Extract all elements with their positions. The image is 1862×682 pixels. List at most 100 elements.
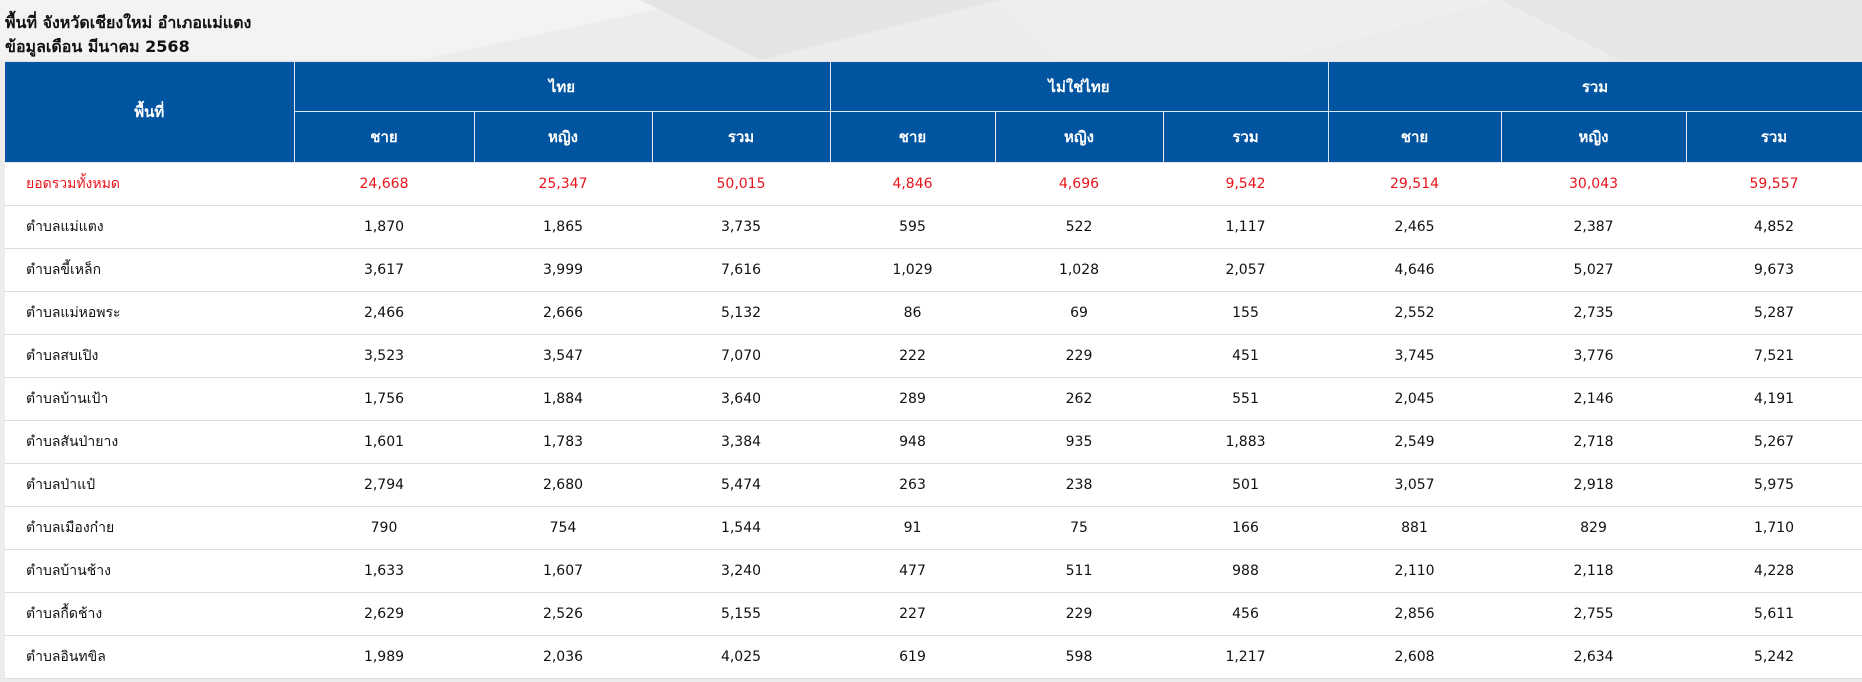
- cell-thai-total: 3,735: [652, 205, 830, 249]
- cell-all-total: 4,191: [1686, 377, 1862, 421]
- cell-thai-male: 3,523: [294, 334, 474, 378]
- table-row: ตำบลแม่แตง 1,870 1,865 3,735 595 522 1,1…: [5, 205, 1862, 249]
- cell-thai-total: 5,132: [652, 291, 830, 335]
- cell-all-male: 2,608: [1328, 635, 1502, 679]
- table-row: ตำบลขี้เหล็ก 3,617 3,999 7,616 1,029 1,0…: [5, 248, 1862, 292]
- cell-nonthai-total: 1,883: [1163, 420, 1329, 464]
- cell-thai-female: 2,680: [474, 463, 652, 507]
- cell-thai-total: 7,616: [652, 248, 830, 292]
- cell-all-male: 881: [1328, 506, 1502, 550]
- cell-thai-total: 3,240: [652, 549, 830, 593]
- page-heading: พื้นที่ จังหวัดเชียงใหม่ อำเภอแม่แตง ข้อ…: [0, 0, 1862, 56]
- cell-all-female: 2,387: [1501, 205, 1687, 249]
- sub-header-all-female: หญิง: [1500, 111, 1687, 163]
- cell-thai-male: 1,870: [294, 205, 474, 249]
- cell-thai-male: 24,668: [294, 162, 474, 206]
- sub-header-nonthai-male: ชาย: [829, 111, 996, 163]
- cell-thai-male: 3,617: [294, 248, 474, 292]
- cell-all-male: 3,745: [1328, 334, 1502, 378]
- cell-all-female: 2,118: [1501, 549, 1687, 593]
- sub-header-all-male: ชาย: [1327, 111, 1502, 163]
- cell-nonthai-male: 477: [830, 549, 995, 593]
- cell-nonthai-total: 9,542: [1163, 162, 1329, 206]
- sub-header-nonthai-female: หญิง: [994, 111, 1164, 163]
- cell-all-female: 5,027: [1501, 248, 1687, 292]
- row-area-name: ตำบลบ้านช้าง: [5, 549, 294, 593]
- cell-nonthai-total: 2,057: [1163, 248, 1329, 292]
- cell-nonthai-female: 4,696: [995, 162, 1163, 206]
- cell-all-total: 9,673: [1686, 248, 1862, 292]
- cell-all-total: 5,242: [1686, 635, 1862, 679]
- heading-location: พื้นที่ จังหวัดเชียงใหม่ อำเภอแม่แตง: [5, 13, 252, 32]
- cell-nonthai-female: 238: [995, 463, 1163, 507]
- cell-all-female: 2,918: [1501, 463, 1687, 507]
- cell-nonthai-total: 166: [1163, 506, 1329, 550]
- cell-all-total: 5,611: [1686, 592, 1862, 636]
- cell-thai-female: 1,783: [474, 420, 652, 464]
- row-area-name: ตำบลสบเปิง: [5, 334, 294, 378]
- group-header-thai: ไทย: [293, 61, 831, 112]
- row-area-name: ตำบลขี้เหล็ก: [5, 248, 294, 292]
- cell-all-female: 2,634: [1501, 635, 1687, 679]
- cell-nonthai-total: 451: [1163, 334, 1329, 378]
- sub-header-all-total: รวม: [1685, 111, 1862, 163]
- cell-all-male: 2,856: [1328, 592, 1502, 636]
- cell-thai-total: 3,384: [652, 420, 830, 464]
- cell-nonthai-total: 456: [1163, 592, 1329, 636]
- table-row: ตำบลป่าแป๋ 2,794 2,680 5,474 263 238 501…: [5, 463, 1862, 507]
- cell-thai-male: 1,989: [294, 635, 474, 679]
- cell-all-female: 829: [1501, 506, 1687, 550]
- cell-thai-male: 2,629: [294, 592, 474, 636]
- heading-period: ข้อมูลเดือน มีนาคม 2568: [5, 37, 190, 56]
- cell-thai-female: 25,347: [474, 162, 652, 206]
- cell-thai-female: 1,607: [474, 549, 652, 593]
- cell-thai-total: 5,155: [652, 592, 830, 636]
- cell-thai-female: 2,526: [474, 592, 652, 636]
- cell-thai-female: 1,884: [474, 377, 652, 421]
- row-area-name: ตำบลเมืองก๋าย: [5, 506, 294, 550]
- cell-nonthai-total: 501: [1163, 463, 1329, 507]
- cell-all-female: 2,735: [1501, 291, 1687, 335]
- cell-all-total: 5,267: [1686, 420, 1862, 464]
- cell-all-female: 30,043: [1501, 162, 1687, 206]
- cell-nonthai-male: 4,846: [830, 162, 995, 206]
- cell-all-total: 5,975: [1686, 463, 1862, 507]
- cell-nonthai-total: 551: [1163, 377, 1329, 421]
- table-row: ตำบลกื้ดช้าง 2,629 2,526 5,155 227 229 4…: [5, 592, 1862, 636]
- row-area-name: ตำบลแม่หอพระ: [5, 291, 294, 335]
- cell-all-total: 4,852: [1686, 205, 1862, 249]
- cell-thai-male: 1,633: [294, 549, 474, 593]
- cell-thai-total: 1,544: [652, 506, 830, 550]
- cell-nonthai-male: 289: [830, 377, 995, 421]
- cell-nonthai-female: 229: [995, 334, 1163, 378]
- cell-all-total: 4,228: [1686, 549, 1862, 593]
- table-row: ตำบลสบเปิง 3,523 3,547 7,070 222 229 451…: [5, 334, 1862, 378]
- cell-nonthai-male: 91: [830, 506, 995, 550]
- cell-nonthai-male: 948: [830, 420, 995, 464]
- cell-nonthai-male: 222: [830, 334, 995, 378]
- sub-header-nonthai-total: รวม: [1162, 111, 1329, 163]
- row-area-name: ตำบลบ้านเป้า: [5, 377, 294, 421]
- table-row: ตำบลบ้านช้าง 1,633 1,607 3,240 477 511 9…: [5, 549, 1862, 593]
- table-body: ยอดรวมทั้งหมด 24,668 25,347 50,015 4,846…: [5, 162, 1862, 679]
- cell-nonthai-female: 935: [995, 420, 1163, 464]
- area-column-header: พื้นที่: [5, 61, 295, 163]
- cell-all-total: 59,557: [1686, 162, 1862, 206]
- cell-nonthai-male: 1,029: [830, 248, 995, 292]
- cell-all-female: 2,146: [1501, 377, 1687, 421]
- table-row: ตำบลอินทขิล 1,989 2,036 4,025 619 598 1,…: [5, 635, 1862, 679]
- cell-nonthai-female: 69: [995, 291, 1163, 335]
- cell-nonthai-female: 1,028: [995, 248, 1163, 292]
- cell-thai-female: 2,666: [474, 291, 652, 335]
- cell-all-male: 2,549: [1328, 420, 1502, 464]
- group-header-non-thai: ไม่ใช่ไทย: [829, 61, 1329, 112]
- cell-thai-male: 2,794: [294, 463, 474, 507]
- cell-nonthai-total: 1,117: [1163, 205, 1329, 249]
- cell-all-male: 2,552: [1328, 291, 1502, 335]
- cell-all-female: 2,755: [1501, 592, 1687, 636]
- cell-thai-total: 50,015: [652, 162, 830, 206]
- cell-all-total: 5,287: [1686, 291, 1862, 335]
- row-area-name: ตำบลป่าแป๋: [5, 463, 294, 507]
- cell-all-female: 2,718: [1501, 420, 1687, 464]
- row-area-name: ตำบลสันป่ายาง: [5, 420, 294, 464]
